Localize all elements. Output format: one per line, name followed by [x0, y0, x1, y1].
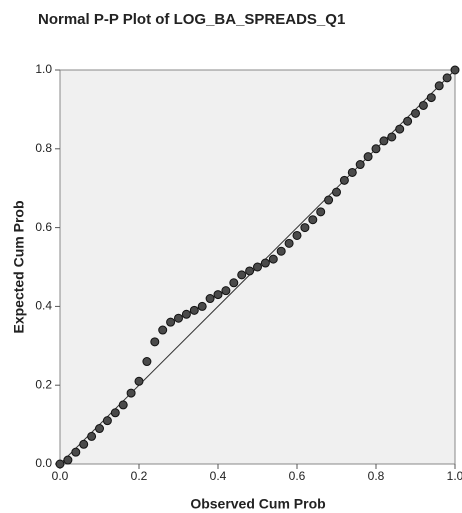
y-tick-label: 0.4: [35, 299, 52, 313]
chart-title: Normal P-P Plot of LOG_BA_SPREADS_Q1: [38, 11, 345, 28]
y-tick-label: 0.2: [35, 377, 52, 391]
point: [300, 223, 310, 233]
point: [324, 195, 334, 205]
point: [87, 431, 97, 441]
point: [363, 152, 373, 162]
point: [63, 455, 73, 465]
point: [418, 100, 428, 110]
point: [189, 305, 199, 315]
point: [55, 459, 65, 469]
x-axis-label: Observed Cum Prob: [190, 496, 325, 512]
point: [150, 337, 160, 347]
point: [95, 424, 104, 434]
point: [181, 309, 191, 319]
point: [411, 108, 420, 118]
point: [126, 388, 136, 398]
point: [110, 408, 120, 418]
point: [332, 187, 341, 197]
point: [387, 132, 397, 142]
point: [174, 313, 183, 323]
point: [434, 81, 444, 91]
y-tick-label: 1.0: [35, 62, 52, 76]
point: [347, 167, 357, 177]
y-tick-label: 0.6: [35, 220, 52, 234]
point: [395, 124, 405, 134]
point: [276, 246, 286, 256]
point: [284, 238, 294, 248]
point: [260, 258, 270, 268]
x-tick-label: 0.2: [131, 469, 148, 483]
point: [426, 93, 436, 103]
point: [79, 439, 89, 449]
point: [371, 144, 381, 154]
x-tick-label: 0.0: [52, 469, 69, 483]
x-tick-label: 0.6: [289, 469, 306, 483]
y-tick-label: 0.0: [35, 456, 52, 470]
point: [134, 376, 144, 386]
point: [197, 301, 207, 311]
x-tick-label: 0.4: [210, 469, 227, 483]
x-tick-label: 0.8: [368, 469, 385, 483]
point: [292, 230, 302, 240]
point: [339, 175, 349, 185]
point: [142, 357, 152, 367]
point: [102, 416, 112, 426]
point: [166, 317, 176, 327]
point: [379, 136, 389, 146]
point: [205, 294, 215, 304]
point: [229, 278, 239, 288]
point: [245, 266, 255, 276]
point: [253, 262, 262, 272]
point: [268, 254, 278, 264]
point: [237, 270, 247, 280]
point: [316, 207, 326, 217]
point: [213, 290, 223, 300]
point: [355, 160, 365, 170]
point: [158, 325, 168, 335]
point: [308, 215, 318, 225]
y-axis-label: Expected Cum Prob: [11, 200, 27, 333]
point: [403, 116, 413, 126]
point: [450, 65, 460, 75]
x-tick-label: 1.0: [447, 469, 462, 483]
point: [71, 447, 81, 457]
point: [442, 73, 452, 83]
point: [221, 286, 231, 296]
y-tick-label: 0.8: [35, 141, 52, 155]
point: [118, 400, 128, 410]
